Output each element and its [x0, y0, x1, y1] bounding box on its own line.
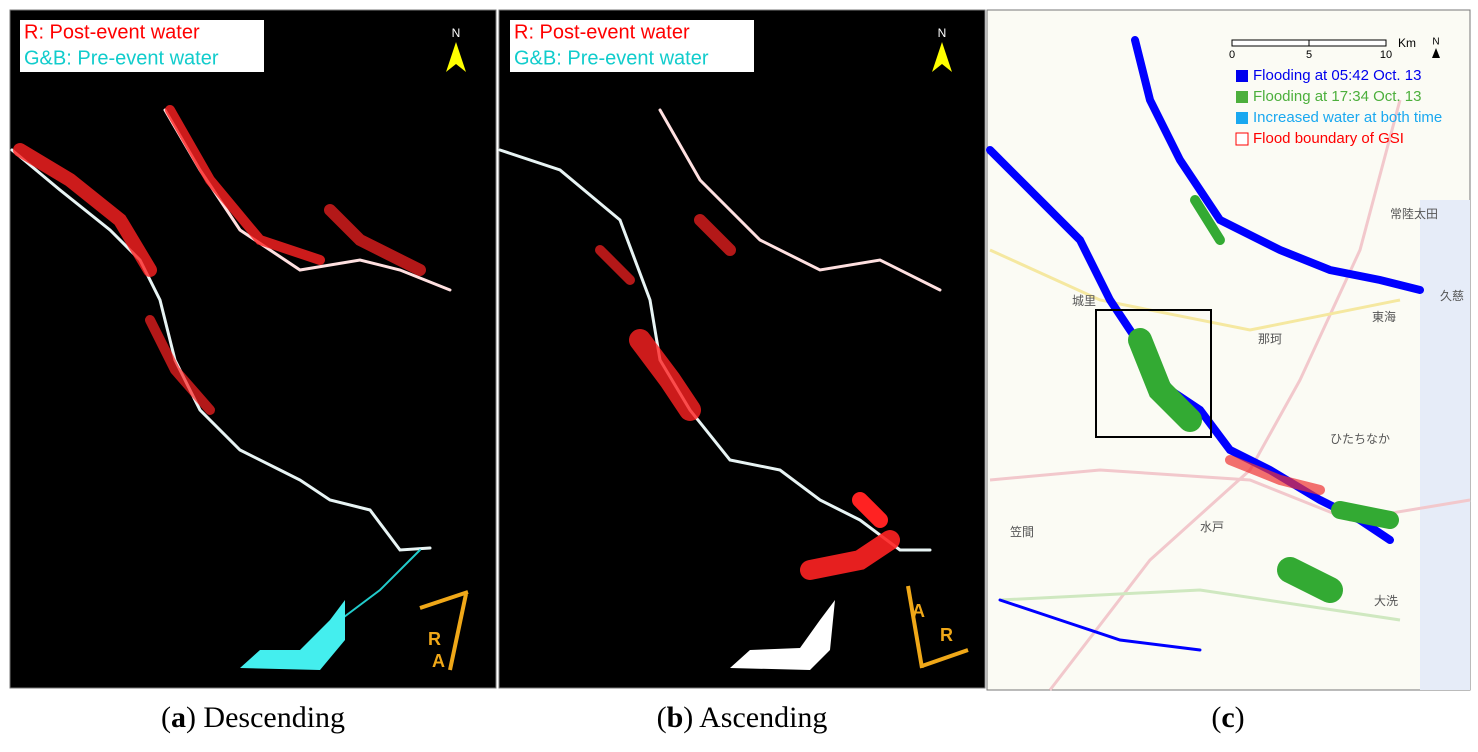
sea [1420, 200, 1470, 690]
caption: (a) Descending [161, 701, 345, 734]
flood-a [10, 105, 452, 621]
caption-part: ( [1211, 701, 1221, 734]
roads [989, 99, 1471, 691]
legend-box [20, 20, 264, 46]
caption: (b) Ascending [657, 701, 828, 734]
legend-entry: Increased water at both time [1253, 109, 1442, 126]
scale-label: 5 [1306, 49, 1312, 61]
north-arrow [932, 42, 952, 72]
legend-swatch [1236, 70, 1248, 82]
caption: (c) [1211, 701, 1244, 734]
panel-a [9, 9, 497, 689]
caption-part: ) [1235, 701, 1245, 734]
flood-c [986, 36, 1424, 652]
legend-entry: Flood boundary of GSI [1253, 130, 1404, 147]
direction-arrows [419, 590, 469, 671]
legend-entry: Flooding at 17:34 Oct. 13 [1253, 88, 1421, 105]
azimuth-label: A [432, 651, 445, 671]
place-name: 久慈 [1440, 288, 1464, 303]
zoom-box [1095, 309, 1212, 438]
range-label: R [940, 625, 953, 645]
panel-c [986, 9, 1471, 691]
caption-part: ) Ascending [683, 701, 827, 734]
scale-label: 0 [1229, 49, 1235, 61]
caption-part: ( [161, 701, 171, 734]
north-arrow [446, 42, 466, 72]
place-name: 那珂 [1258, 332, 1282, 346]
legend-swatch [1235, 132, 1249, 146]
caption-part: a [171, 701, 186, 734]
legend-entry: R: Post-event water [514, 21, 690, 43]
place-name: 常陸太田 [1390, 206, 1438, 221]
north-label: N [938, 26, 947, 40]
legend-entry: R: Post-event water [24, 21, 200, 43]
north-arrow [1432, 48, 1440, 58]
legend-entry: G&B: Pre-event water [24, 47, 219, 69]
place-name: 東海 [1372, 309, 1396, 324]
legend-swatch [1236, 112, 1248, 124]
place-name: 城里 [1072, 294, 1096, 308]
lake-a [240, 600, 345, 670]
place-name: 水戸 [1200, 520, 1224, 534]
caption-part: c [1221, 701, 1234, 734]
north-label: N [1432, 37, 1439, 48]
captions: (a) Descending (b) Ascending (c) [161, 701, 1245, 734]
range-label: R [428, 629, 441, 649]
direction-arrows [906, 585, 969, 669]
caption-part: ( [657, 701, 667, 734]
legend-box [510, 46, 754, 72]
legend: Flooding at 05:42 Oct. 13 Flooding at 17:… [1235, 67, 1442, 147]
legend-swatch [1236, 91, 1248, 103]
caption-part: b [667, 701, 684, 734]
scale-bar [1231, 39, 1387, 47]
flood-b [498, 108, 942, 580]
place-name: 大洗 [1374, 594, 1398, 608]
panel-b [498, 9, 986, 689]
lake-b [730, 600, 835, 670]
scale-unit: Km [1398, 36, 1416, 50]
legend-box [510, 20, 754, 46]
caption-part: ) Descending [186, 701, 345, 734]
place-name: ひたちなか [1330, 432, 1390, 446]
scale-label: 10 [1380, 49, 1392, 61]
azimuth-label: A [912, 601, 925, 621]
legend-box [20, 46, 264, 72]
legend-entry: G&B: Pre-event water [514, 47, 709, 69]
legend-entry: Flooding at 05:42 Oct. 13 [1253, 67, 1421, 84]
place-name: 笠間 [1010, 524, 1034, 539]
north-label: N [452, 26, 461, 40]
